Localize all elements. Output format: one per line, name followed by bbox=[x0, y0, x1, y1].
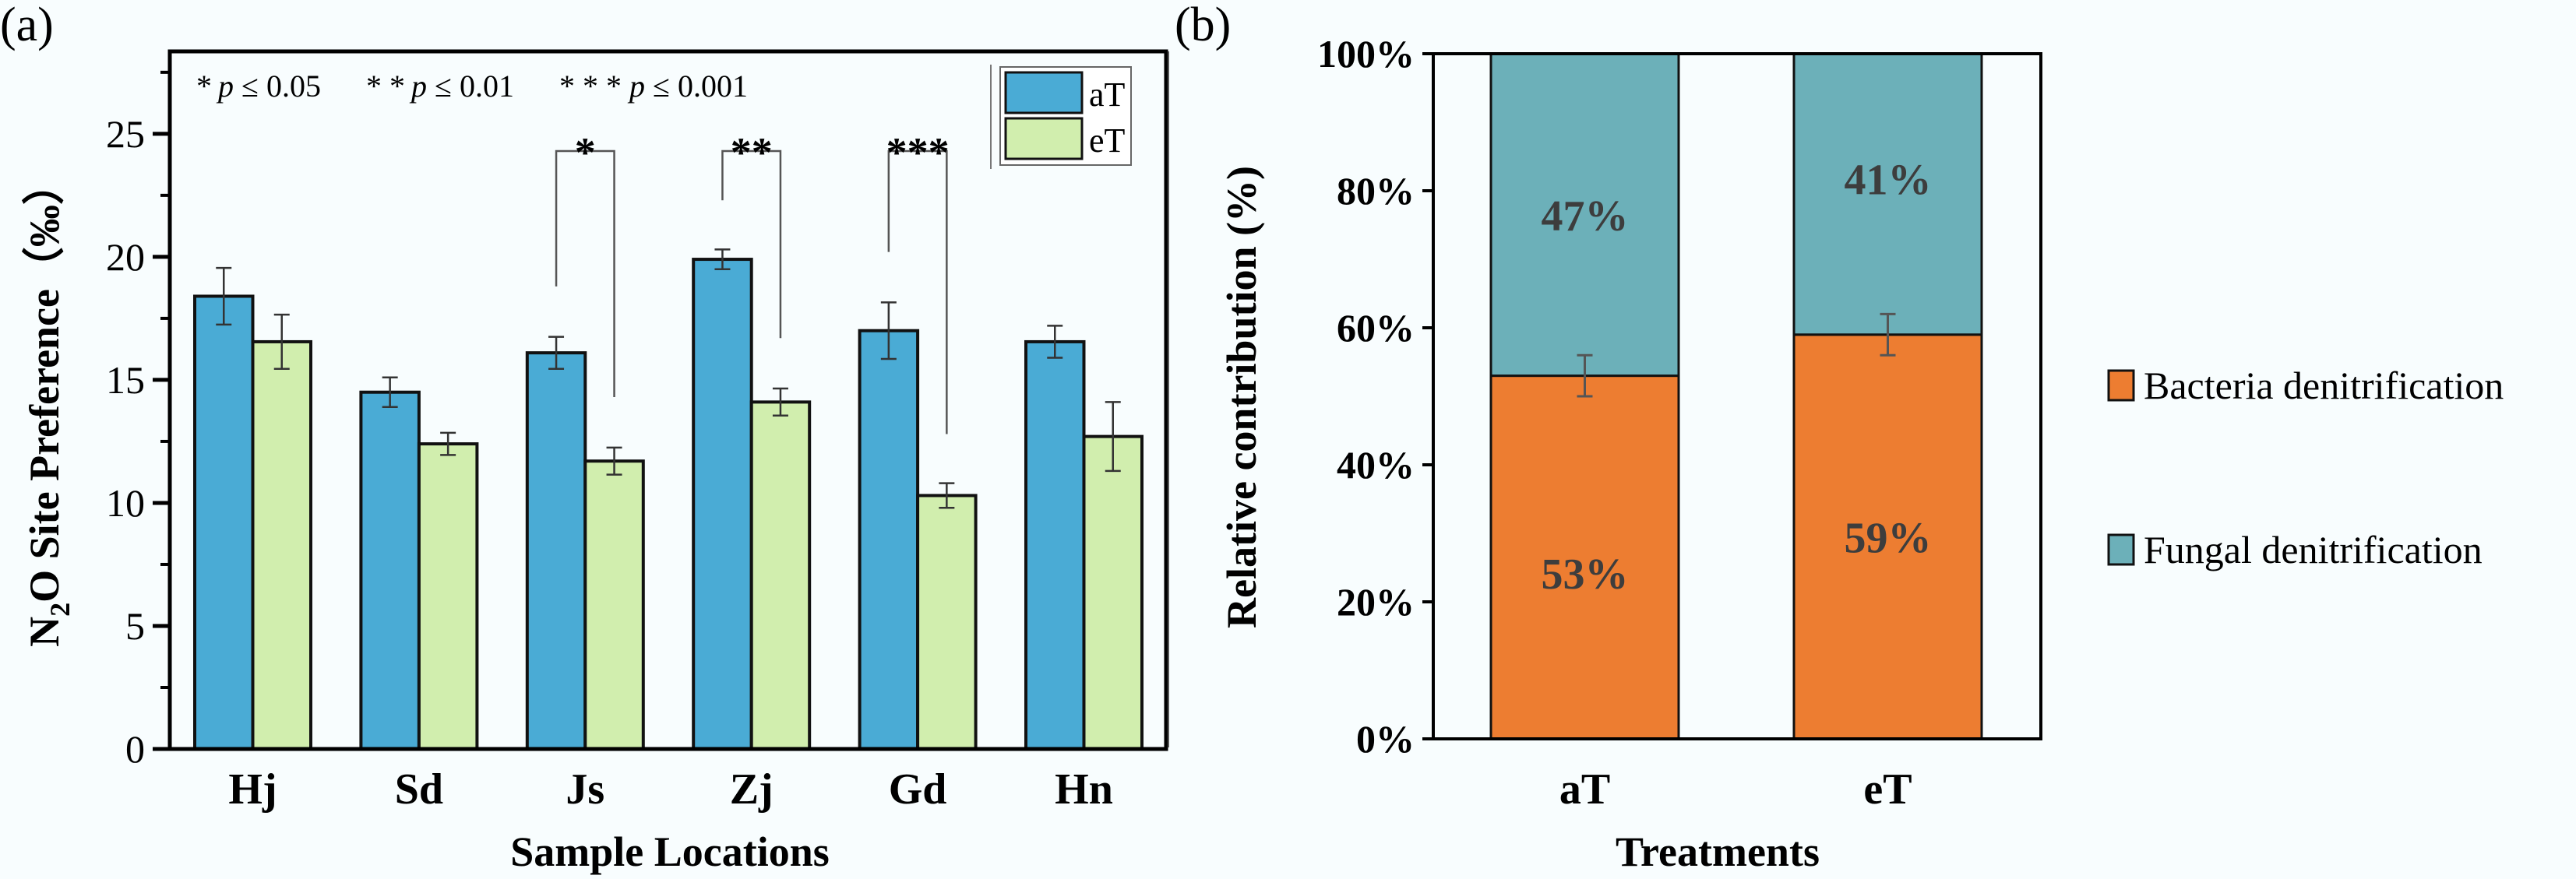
error-bar-aT-Sd bbox=[382, 376, 398, 408]
panel-b-y-axis-title: Relative contribution (%) bbox=[1218, 166, 1265, 628]
bar-eT-Sd bbox=[417, 442, 479, 751]
significance-label-Gd: *** bbox=[886, 129, 950, 176]
bar-eT-Js bbox=[583, 459, 645, 751]
x-tick-label-Sd: Sd bbox=[395, 765, 443, 814]
x-tick-label-Js: Js bbox=[566, 765, 604, 814]
error-bar-eT-Zj bbox=[772, 387, 788, 417]
x-tick-label-Gd: Gd bbox=[889, 765, 947, 814]
bar-aT-Js bbox=[525, 351, 587, 751]
bracket-line bbox=[555, 149, 615, 398]
significance-bracket-Zj bbox=[721, 149, 782, 339]
y-tick-label-15: 15 bbox=[106, 358, 145, 402]
data-label-bacteria-eT: 59% bbox=[1845, 514, 1932, 562]
error-bar-eT-Hn bbox=[1105, 401, 1121, 473]
y-tick-label-40%: 40% bbox=[1337, 443, 1415, 487]
legend-label-aT: aT bbox=[1089, 76, 1126, 114]
data-label-fungal-aT: 47% bbox=[1542, 192, 1629, 241]
legend-swatch-aT bbox=[1004, 71, 1084, 114]
panel-b-label: (b) bbox=[1175, 0, 1231, 51]
y-tick-label-80%: 80% bbox=[1337, 169, 1415, 213]
panel-b-x-ticks: aT eT bbox=[1559, 765, 1912, 814]
y-tick-label-20: 20 bbox=[106, 235, 145, 279]
bar-aT-Hn bbox=[1024, 339, 1086, 751]
panel-a-significance: * ** *** bbox=[555, 129, 950, 434]
y-tick-label-0: 0 bbox=[125, 727, 145, 771]
panel-b-y-ticks: 0% 20% 40% 60% 80% 100% bbox=[1317, 32, 1433, 761]
significance-label-Zj: ** bbox=[731, 129, 773, 176]
panel-b-bars: 53% 47% 59% 41% bbox=[1489, 52, 1983, 740]
legend-swatch-eT bbox=[1004, 117, 1084, 160]
bar-eT-Gd bbox=[916, 494, 978, 751]
panel-a-x-axis-title: Sample Locations bbox=[510, 828, 830, 875]
bar-aT-Zj bbox=[692, 258, 753, 751]
legend-swatch-fungal bbox=[2107, 533, 2135, 566]
bar-fungal-aT bbox=[1489, 52, 1680, 378]
panel-a-y-axis-title: N2O Site Preference（‰） bbox=[21, 163, 76, 647]
data-label-bacteria-aT: 53% bbox=[1542, 550, 1629, 599]
bracket-line bbox=[887, 149, 948, 434]
bar-aT-Gd bbox=[858, 329, 920, 751]
error-bar-aT-Gd bbox=[880, 301, 897, 360]
error-bar-aT-Zj bbox=[714, 248, 731, 270]
panel-a-label: (a) bbox=[0, 0, 54, 51]
error-bar-bacteria-eT bbox=[1880, 312, 1896, 357]
y-tick-label-10: 10 bbox=[106, 481, 145, 525]
legend-label-eT: eT bbox=[1089, 121, 1126, 160]
panel-b-axes bbox=[1432, 52, 2042, 740]
panel-b-x-axis-title: Treatments bbox=[1616, 828, 1820, 875]
x-tick-label-Hn: Hn bbox=[1055, 765, 1113, 814]
y-tick-label-20%: 20% bbox=[1337, 580, 1415, 624]
data-label-fungal-eT: 41% bbox=[1845, 156, 1932, 204]
y-tick-label-100%: 100% bbox=[1317, 32, 1415, 76]
bar-bacteria-aT bbox=[1489, 374, 1680, 740]
y-tick-label-0%: 0% bbox=[1356, 717, 1415, 761]
x-tick-label-Hj: Hj bbox=[228, 765, 277, 814]
error-bar-aT-Hn bbox=[1047, 325, 1063, 359]
error-bar-eT-Sd bbox=[440, 431, 456, 456]
legend-swatch-bacteria bbox=[2107, 369, 2135, 402]
legend-label-bacteria: Bacteria denitrification bbox=[2144, 364, 2504, 407]
error-bar-eT-Js bbox=[606, 446, 622, 476]
legend-label-fungal: Fungal denitrification bbox=[2144, 528, 2483, 571]
bar-aT-Sd bbox=[359, 390, 421, 751]
panel-b: (b) 53% 47% 59% 41% 0% 20% 40% 60% 80% 100% aT eT… bbox=[1168, 0, 2504, 875]
significance-bracket-Js bbox=[555, 149, 615, 398]
y-tick-label-25: 25 bbox=[106, 112, 145, 156]
panel-b-legend: Bacteria denitrification Fungal denitrif… bbox=[2107, 364, 2504, 571]
panel-a-error-bars bbox=[216, 248, 1121, 509]
y-tick-label-5: 5 bbox=[125, 604, 145, 648]
panel-a-legend: aT eT bbox=[990, 65, 1132, 169]
error-bar-eT-Hj bbox=[273, 313, 290, 370]
x-tick-label-eT: eT bbox=[1863, 765, 1912, 814]
panel-a-axes bbox=[167, 49, 1168, 751]
error-bar-bacteria-aT bbox=[1577, 353, 1593, 398]
error-bar-aT-Hj bbox=[216, 266, 232, 326]
panel-a-y-ticks: 0 5 10 15 20 25 bbox=[106, 70, 170, 771]
y-tick-label-60%: 60% bbox=[1337, 306, 1415, 350]
x-tick-label-Zj: Zj bbox=[730, 765, 774, 814]
x-tick-label-aT: aT bbox=[1559, 765, 1610, 814]
panel-b-frame bbox=[1432, 52, 2042, 740]
bar-aT-Hj bbox=[193, 294, 255, 751]
bracket-line bbox=[721, 149, 782, 339]
panel-a-x-ticks: Hj Sd Js Zj Gd Hn bbox=[228, 765, 1112, 814]
panel-a-bars bbox=[193, 258, 1144, 751]
error-bar-eT-Gd bbox=[939, 482, 955, 509]
bar-eT-Zj bbox=[749, 400, 812, 751]
bar-eT-Hj bbox=[251, 339, 312, 751]
significance-bracket-Gd bbox=[887, 149, 948, 434]
significance-note: * p ≤ 0.05 * * p ≤ 0.01 * * * p ≤ 0.001 bbox=[196, 69, 748, 104]
error-bar-aT-Js bbox=[548, 336, 565, 370]
panel-a-frame bbox=[167, 49, 1168, 751]
significance-label-Js: * bbox=[575, 129, 596, 176]
bar-eT-Hn bbox=[1082, 434, 1144, 751]
